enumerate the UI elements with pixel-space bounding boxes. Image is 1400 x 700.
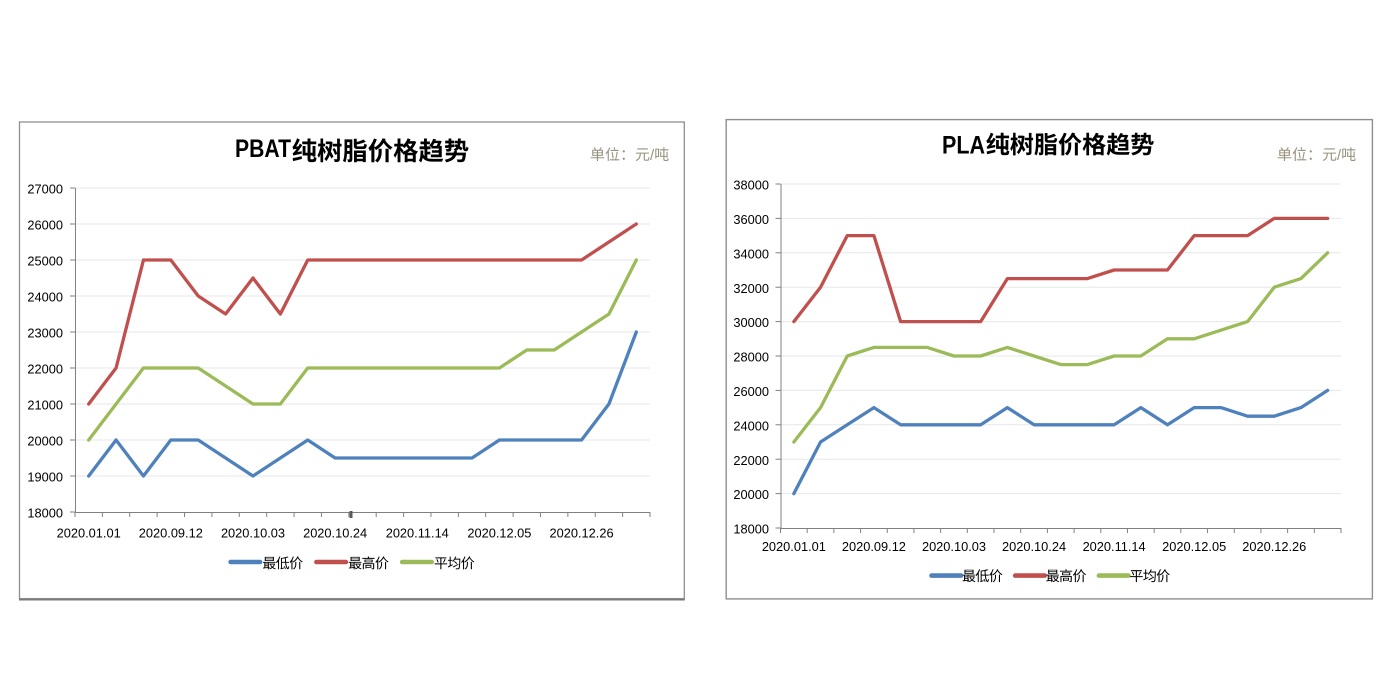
svg-text:19000: 19000 — [27, 470, 63, 485]
svg-text:2020.12.26: 2020.12.26 — [1242, 539, 1306, 554]
svg-text:24000: 24000 — [27, 290, 63, 305]
svg-text:25000: 25000 — [27, 254, 63, 269]
svg-text:PBAT: PBAT — [235, 135, 291, 163]
svg-text:34000: 34000 — [733, 246, 769, 261]
svg-text:23000: 23000 — [27, 326, 63, 341]
svg-text:2020.09.12: 2020.09.12 — [139, 526, 203, 541]
svg-text:32000: 32000 — [733, 281, 769, 296]
svg-text:26000: 26000 — [27, 218, 63, 233]
svg-text:36000: 36000 — [733, 212, 769, 227]
svg-text:/: / — [1337, 147, 1342, 164]
svg-text:21000: 21000 — [27, 398, 63, 413]
svg-text:28000: 28000 — [733, 350, 769, 365]
svg-text:2020.12.26: 2020.12.26 — [550, 526, 614, 541]
svg-text:2020.01.01: 2020.01.01 — [57, 526, 121, 541]
svg-text:22000: 22000 — [733, 453, 769, 468]
svg-text:2020.10.03: 2020.10.03 — [922, 539, 986, 554]
svg-text:24000: 24000 — [733, 418, 769, 433]
svg-text:30000: 30000 — [733, 315, 769, 330]
svg-text:26000: 26000 — [733, 384, 769, 399]
svg-text:20000: 20000 — [27, 434, 63, 449]
svg-text:2020.01.01: 2020.01.01 — [762, 539, 826, 554]
svg-text:27000: 27000 — [27, 182, 63, 197]
svg-text:2020.10.24: 2020.10.24 — [303, 526, 367, 541]
svg-text:2020.09.12: 2020.09.12 — [842, 539, 906, 554]
svg-text:2020.10.03: 2020.10.03 — [221, 526, 285, 541]
svg-text:22000: 22000 — [27, 362, 63, 377]
svg-text:38000: 38000 — [733, 178, 769, 193]
svg-text:18000: 18000 — [733, 522, 769, 537]
svg-text:2020.11.14: 2020.11.14 — [1083, 539, 1146, 554]
svg-text:2020.10.24: 2020.10.24 — [1002, 539, 1066, 554]
svg-text:2020.11.14: 2020.11.14 — [386, 526, 449, 541]
svg-text:/: / — [650, 147, 655, 164]
svg-text:20000: 20000 — [733, 487, 769, 502]
svg-text:PLA: PLA — [942, 132, 985, 160]
svg-text:2020.12.05: 2020.12.05 — [1162, 539, 1226, 554]
svg-text:2020.12.05: 2020.12.05 — [467, 526, 531, 541]
svg-text:18000: 18000 — [27, 506, 63, 521]
